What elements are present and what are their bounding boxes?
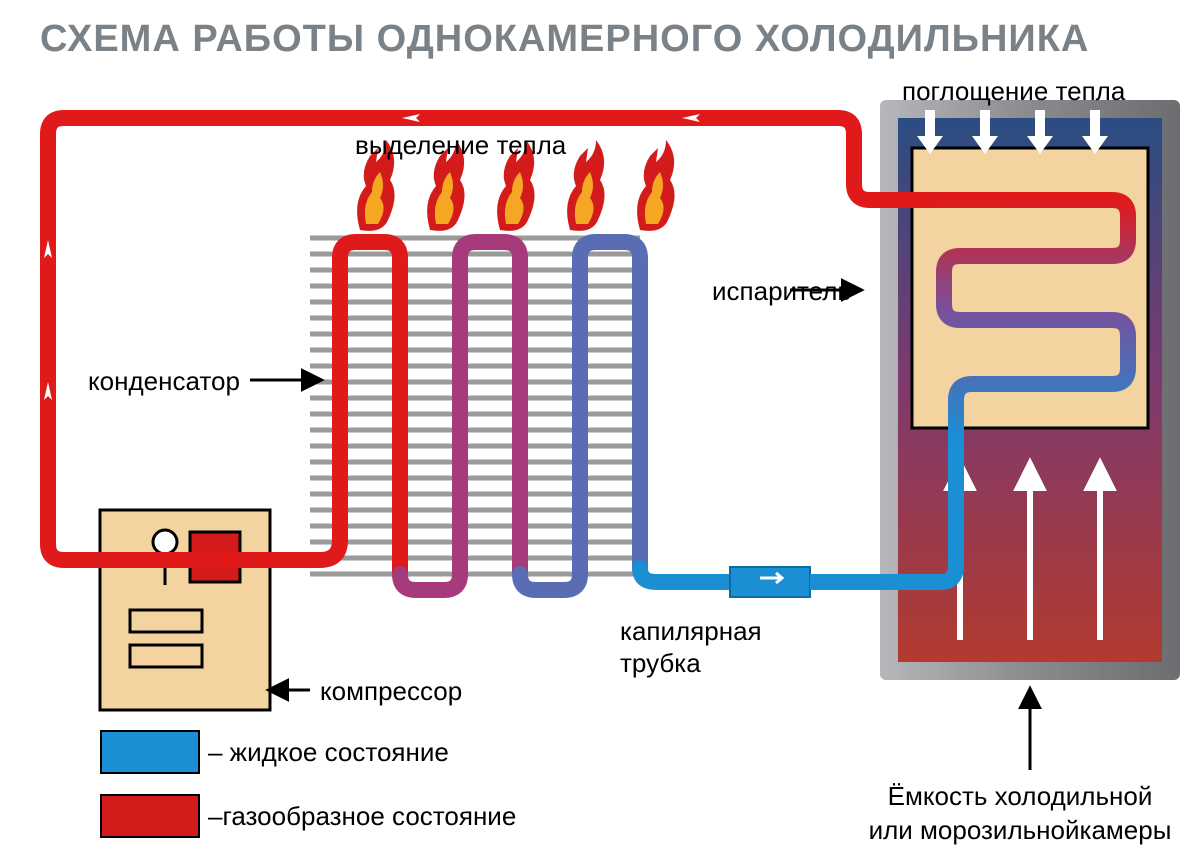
legend-gas-text: –газообразное состояние (208, 801, 516, 832)
label-heat-release: выделение тепла (355, 130, 566, 161)
chamber-caption-line2: или морозильнойкамеры (869, 815, 1172, 845)
capillary-valve (730, 567, 810, 597)
condenser-fins (310, 238, 640, 574)
label-heat-absorption: поглощение тепла (902, 76, 1125, 107)
diagram-title: СХЕМА РАБОТЫ ОДНОКАМЕРНОГО ХОЛОДИЛЬНИКА (40, 18, 1180, 61)
label-evaporator: испаритель (712, 276, 851, 307)
label-compressor: компрессор (320, 676, 462, 707)
chamber-caption-line1: Ёмкость холодильной (888, 781, 1153, 811)
legend-liquid-swatch (100, 730, 200, 774)
diagram-canvas: выделение тепла поглощение тепла конденс… (0, 80, 1200, 866)
label-capillary-1: капилярная (620, 616, 762, 647)
chamber-caption: Ёмкость холодильной или морозильнойкамер… (840, 780, 1200, 848)
label-condenser: конденсатор (88, 366, 240, 397)
legend-liquid-text: – жидкое состояние (208, 737, 449, 768)
legend-gas: –газообразное состояние (100, 794, 516, 838)
label-capillary-2: трубка (620, 648, 701, 679)
compressor-box (100, 510, 270, 710)
legend-gas-swatch (100, 794, 200, 838)
legend-liquid: – жидкое состояние (100, 730, 449, 774)
